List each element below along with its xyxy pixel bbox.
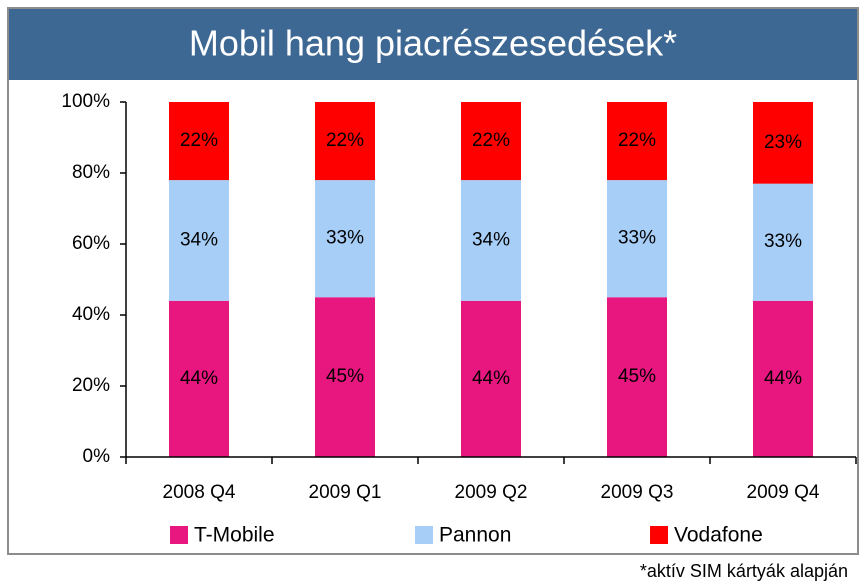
bar-segment <box>169 300 229 457</box>
bar-segment <box>607 102 667 181</box>
bar-segment <box>315 297 375 457</box>
y-tick-label: 0% <box>83 446 111 467</box>
y-tick-label: 60% <box>72 233 110 254</box>
legend-label: Vodafone <box>674 524 763 547</box>
bar-segment <box>315 102 375 181</box>
bar-segment <box>753 102 813 184</box>
bar-segment <box>607 297 667 457</box>
bar-segment <box>169 180 229 301</box>
x-tick-label: 2009 Q3 <box>601 482 674 503</box>
data-label: 33% <box>764 231 802 252</box>
legend-swatch <box>415 526 433 544</box>
footnote: *aktív SIM kártyák alapján <box>640 561 848 581</box>
x-tick-label: 2009 Q1 <box>309 482 382 503</box>
title-bar <box>9 9 857 80</box>
chart-title: Mobil hang piacrészesedések* <box>189 23 677 64</box>
x-tick-label: 2008 Q4 <box>163 482 236 503</box>
data-label: 45% <box>326 366 364 387</box>
x-tick-label: 2009 Q4 <box>747 482 820 503</box>
y-tick-label: 100% <box>61 91 110 112</box>
y-tick-label: 20% <box>72 375 110 396</box>
data-label: 44% <box>472 368 510 389</box>
bar-segment <box>461 102 521 181</box>
data-label: 44% <box>180 368 218 389</box>
data-label: 23% <box>764 132 802 153</box>
x-tick-label: 2009 Q2 <box>455 482 528 503</box>
bar-segment <box>461 300 521 457</box>
legend-label: T-Mobile <box>194 524 275 547</box>
bar-segment <box>753 300 813 457</box>
data-label: 22% <box>326 130 364 151</box>
bar-segment <box>607 180 667 298</box>
bar-segment <box>753 183 813 301</box>
y-tick-label: 40% <box>72 304 110 325</box>
legend-label: Pannon <box>439 524 511 547</box>
data-label: 33% <box>618 228 656 249</box>
data-label: 34% <box>472 229 510 250</box>
data-label: 22% <box>618 130 656 151</box>
legend-swatch <box>170 526 188 544</box>
data-label: 22% <box>472 130 510 151</box>
data-label: 44% <box>764 368 802 389</box>
data-label: 22% <box>180 130 218 151</box>
data-label: 33% <box>326 228 364 249</box>
y-tick-label: 80% <box>72 162 110 183</box>
legend-swatch <box>650 526 668 544</box>
bar-segment <box>461 180 521 301</box>
data-label: 45% <box>618 366 656 387</box>
data-label: 34% <box>180 229 218 250</box>
bar-segment <box>315 180 375 298</box>
bar-segment <box>169 102 229 181</box>
chart-frame <box>7 7 859 555</box>
